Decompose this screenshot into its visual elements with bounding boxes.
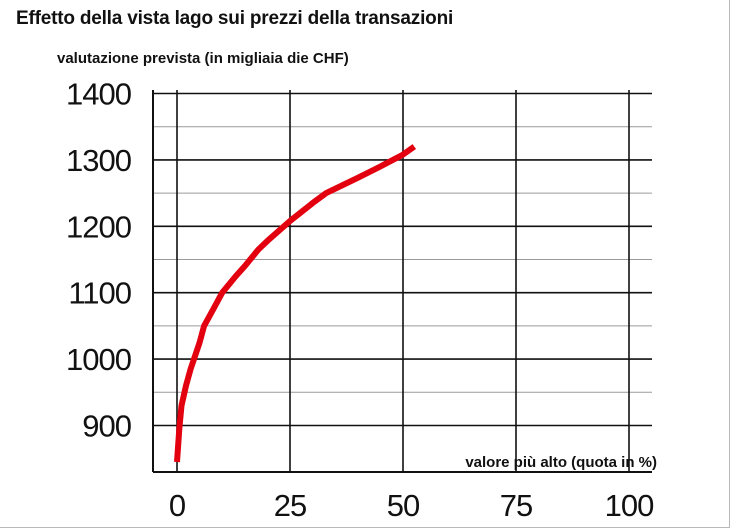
x-axis-label: valore più alto (quota in %) xyxy=(465,454,657,471)
series-line xyxy=(174,144,417,463)
major-gridlines xyxy=(153,90,652,472)
y-tick-label: 1400 xyxy=(66,77,132,112)
x-tick-label: 0 xyxy=(169,488,186,523)
x-tick-label: 100 xyxy=(605,488,654,523)
y-tick-label: 1300 xyxy=(66,143,132,178)
y-tick-label: 1000 xyxy=(66,342,132,377)
x-tick-label: 25 xyxy=(274,488,306,523)
axes xyxy=(152,90,652,473)
x-tick-labels: 0 25 50 75 100 xyxy=(169,488,655,523)
y-tick-label: 1100 xyxy=(68,276,131,311)
x-tick-label: 75 xyxy=(500,488,532,523)
y-axis-label: valutazione prevista (in migliaia die CH… xyxy=(57,50,349,67)
y-tick-label: 1200 xyxy=(66,209,132,244)
x-tick-label: 50 xyxy=(387,488,420,523)
y-tick-labels: 900 1000 1100 1200 1300 1400 xyxy=(66,77,133,444)
chart-title: Effetto della vista lago sui prezzi dell… xyxy=(16,8,454,29)
series-layer xyxy=(174,144,417,463)
y-tick-label: 900 xyxy=(82,409,131,444)
